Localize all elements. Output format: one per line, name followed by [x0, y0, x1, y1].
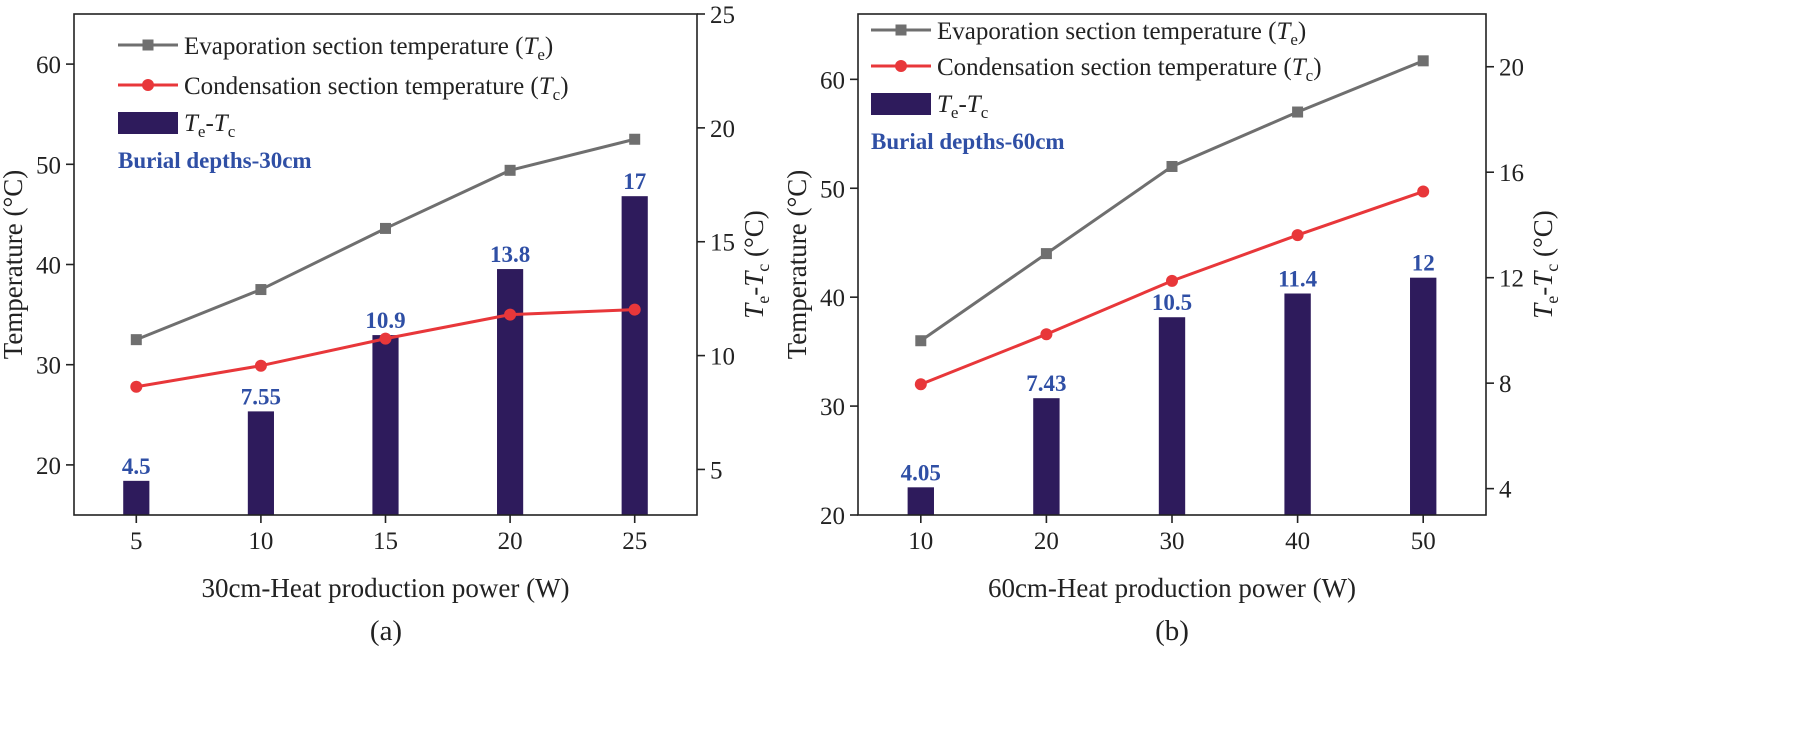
evaporation-point: [1040, 248, 1052, 260]
bar-te-tc: [123, 480, 150, 515]
legend-bar-swatch: [118, 112, 178, 134]
y2-axis-label: Te-Tc (°C): [1528, 210, 1562, 319]
bar-value-label: 7.55: [241, 384, 281, 409]
y2-tick-label: 4: [1499, 477, 1512, 504]
bar-value-label: 10.9: [365, 308, 405, 333]
y2-tick-label: 8: [1499, 371, 1512, 398]
bar-value-label: 10.5: [1152, 290, 1192, 315]
legend-label: Evaporation section temperature (Te): [937, 18, 1306, 49]
bar-te-tc: [1410, 277, 1437, 515]
y2-tick-label: 12: [1499, 266, 1524, 293]
condensation-point: [130, 380, 143, 393]
y-tick-label: 30: [820, 394, 845, 421]
legend-evaporation-marker: [895, 24, 907, 36]
y2-tick-label: 20: [710, 116, 735, 143]
x-tick-label: 10: [248, 528, 273, 555]
x-tick-label: 50: [1411, 528, 1436, 555]
y-tick-label: 60: [820, 67, 845, 94]
bar-te-tc: [497, 269, 524, 515]
y2-tick-label: 25: [710, 2, 735, 29]
evaporation-point: [255, 284, 267, 296]
evaporation-point: [629, 133, 641, 145]
chart-panel-a: 4.5 7.55 10.9 13.8 17 20 30 40 50 60 5 10 15 20 25 5 10 1…: [0, 2, 773, 647]
y-tick-label: 30: [36, 353, 61, 380]
legend-bar-swatch: [871, 93, 931, 115]
y-axis-label: Temperature (°C): [782, 170, 812, 360]
y-tick-label: 50: [820, 176, 845, 203]
bar-te-tc: [1158, 317, 1186, 515]
legend-label: Condensation section temperature (Tc): [184, 73, 569, 104]
evaporation-point: [504, 164, 516, 176]
x-tick-label: 5: [130, 528, 143, 555]
y-tick-label: 20: [820, 503, 845, 530]
y2-tick-label: 20: [1499, 55, 1524, 82]
chart-panel-b: 4.05 7.43 10.5 11.4 12 20 30 40 50 60 4 8 12 16 20 10 20…: [782, 13, 1562, 647]
x-tick-label: 20: [498, 528, 523, 555]
x-tick-label: 40: [1285, 528, 1310, 555]
x-tick-label: 10: [908, 528, 933, 555]
bar-te-tc: [907, 487, 934, 515]
bar-te-tc: [372, 335, 399, 515]
bar-value-label: 12: [1412, 251, 1435, 276]
x-tick-label: 15: [373, 528, 398, 555]
x-axis-label: 30cm-Heat production power (W): [201, 573, 569, 603]
bar-value-label: 17: [623, 169, 646, 194]
bar-value-label: 13.8: [490, 242, 530, 267]
bar-te-tc: [247, 411, 274, 515]
condensation-point: [1040, 328, 1053, 341]
y2-tick-label: 15: [710, 230, 735, 257]
bar-te-tc: [1284, 293, 1311, 515]
condensation-point: [504, 308, 517, 321]
panel-label: (b): [1155, 615, 1189, 647]
condensation-point: [1417, 185, 1430, 198]
condensation-point: [1166, 274, 1178, 287]
condensation-point: [379, 332, 392, 345]
y2-tick-label: 5: [710, 457, 723, 484]
y-tick-label: 40: [820, 285, 845, 312]
bar-value-label: 7.43: [1026, 371, 1066, 396]
legend-condensation-marker: [142, 79, 154, 91]
condensation-point: [914, 378, 927, 391]
x-tick-label: 25: [622, 528, 647, 555]
legend-label: Te-Tc: [184, 110, 236, 141]
evaporation-point: [1417, 55, 1429, 67]
evaporation-point: [380, 222, 391, 234]
evaporation-point: [1292, 106, 1304, 118]
y2-tick-label: 16: [1499, 160, 1524, 187]
x-axis-label: 60cm-Heat production power (W): [988, 573, 1356, 603]
condensation-point: [254, 359, 267, 372]
evaporation-point: [915, 335, 927, 347]
condensation-point: [1291, 229, 1304, 242]
bar-value-label: 4.05: [901, 460, 941, 485]
y-tick-label: 40: [36, 253, 61, 280]
evaporation-point: [1166, 160, 1178, 172]
legend-evaporation-marker: [142, 39, 154, 51]
bar-value-label: 11.4: [1278, 267, 1317, 292]
legend-label: Te-Tc: [937, 91, 989, 122]
legend-label: Condensation section temperature (Tc): [937, 54, 1322, 85]
y-tick-label: 60: [36, 52, 61, 79]
y-axis-label: Temperature (°C): [0, 170, 28, 360]
y-tick-label: 50: [36, 152, 61, 179]
legend-condensation-marker: [895, 60, 907, 72]
panel-label: (a): [370, 615, 402, 647]
y-tick-label: 20: [36, 453, 61, 480]
y2-tick-label: 10: [710, 344, 735, 371]
burial-depth-annotation: Burial depths-30cm: [118, 148, 312, 173]
bar-value-label: 4.5: [122, 454, 151, 479]
legend-label: Evaporation section temperature (Te): [184, 33, 553, 64]
x-tick-label: 30: [1160, 528, 1185, 555]
y2-axis-label: Te-Tc (°C): [739, 210, 773, 319]
burial-depth-annotation: Burial depths-60cm: [871, 129, 1065, 154]
bar-te-tc: [621, 196, 648, 515]
condensation-point: [628, 303, 641, 316]
x-tick-label: 20: [1034, 528, 1059, 555]
bar-te-tc: [1033, 398, 1060, 515]
evaporation-point: [130, 334, 142, 346]
